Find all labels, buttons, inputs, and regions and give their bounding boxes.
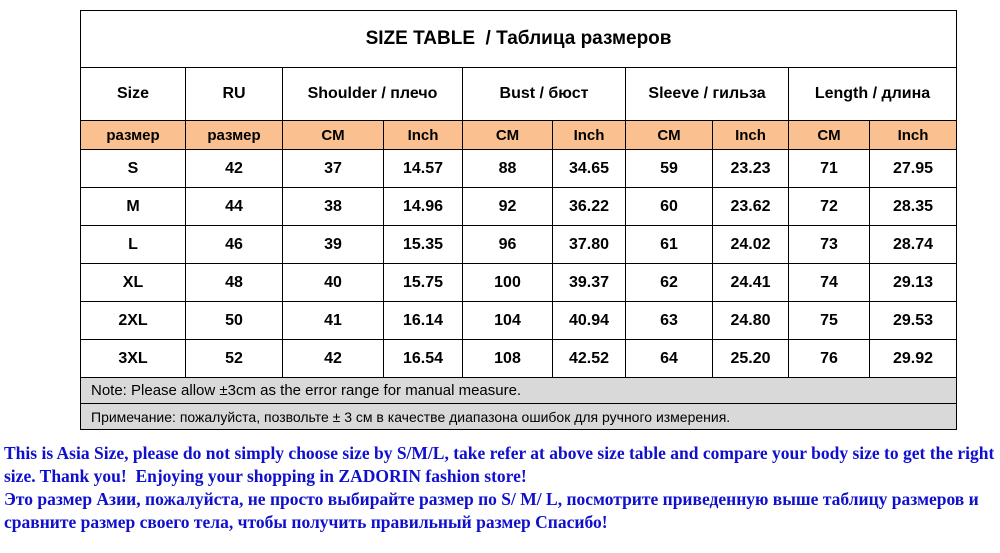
sleeve-cm-cell: 64 <box>625 339 713 378</box>
bust-inch-cell: 39.37 <box>552 263 626 302</box>
shoulder-cm-cell: 38 <box>282 187 384 226</box>
sleeve-inch-cell: 23.62 <box>712 187 789 226</box>
bust-cm-cell: 96 <box>462 225 553 264</box>
shoulder-inch-cell: 15.75 <box>383 263 463 302</box>
unit-cell-bust-cm: CM <box>462 120 553 150</box>
sleeve-cm-cell: 62 <box>625 263 713 302</box>
unit-cell-ru: размер <box>185 120 283 150</box>
unit-cell-size: размер <box>80 120 186 150</box>
length-inch-cell: 29.53 <box>868 301 958 340</box>
ru-cell: 52 <box>185 339 283 378</box>
title-row: SIZE TABLE / Таблица размеров <box>79 10 958 68</box>
bust-cm-cell: 88 <box>462 149 553 188</box>
footer-line-en: This is Asia Size, please do not simply … <box>4 443 999 486</box>
sleeve-inch-cell: 24.02 <box>712 225 789 264</box>
bust-cm-cell: 104 <box>462 301 553 340</box>
column-group-header-row: Size RU Shoulder / плечо Bust / бюст Sle… <box>80 67 958 121</box>
length-cm-cell: 76 <box>788 339 870 378</box>
table-row: S 42 37 14.57 88 34.65 59 23.23 71 27.95 <box>80 149 958 188</box>
bust-cm-cell: 108 <box>462 339 553 378</box>
unit-cell-length-cm: CM <box>788 120 870 150</box>
length-cm-cell: 73 <box>788 225 870 264</box>
bust-inch-cell: 40.94 <box>552 301 626 340</box>
table-row: XL 48 40 15.75 100 39.37 62 24.41 74 29.… <box>80 263 958 302</box>
table-row: 3XL 52 42 16.54 108 42.52 64 25.20 76 29… <box>80 339 958 378</box>
footer-line-ru: Это размер Азии, пожалуйста, не просто в… <box>4 489 984 532</box>
length-cm-cell: 74 <box>788 263 870 302</box>
size-table: SIZE TABLE / Таблица размеров Size RU Sh… <box>79 10 958 430</box>
bust-inch-cell: 34.65 <box>552 149 626 188</box>
length-cm-cell: 75 <box>788 301 870 340</box>
ru-cell: 42 <box>185 149 283 188</box>
unit-cell-shoulder-cm: CM <box>282 120 384 150</box>
col-header-size: Size <box>80 67 186 121</box>
bust-cm-cell: 92 <box>462 187 553 226</box>
shoulder-cm-cell: 42 <box>282 339 384 378</box>
shoulder-inch-cell: 14.96 <box>383 187 463 226</box>
shoulder-cm-cell: 39 <box>282 225 384 264</box>
ru-cell: 50 <box>185 301 283 340</box>
length-inch-cell: 28.35 <box>868 187 958 226</box>
length-cm-cell: 72 <box>788 187 870 226</box>
sleeve-inch-cell: 23.23 <box>712 149 789 188</box>
sleeve-cm-cell: 61 <box>625 225 713 264</box>
bust-inch-cell: 42.52 <box>552 339 626 378</box>
note-row-en: Note: Please allow ±3cm as the error ran… <box>79 377 958 404</box>
shoulder-cm-cell: 37 <box>282 149 384 188</box>
sleeve-inch-cell: 24.80 <box>712 301 789 340</box>
note-text-ru: Примечание: пожалуйста, позвольте ± 3 см… <box>79 403 958 430</box>
sleeve-cm-cell: 60 <box>625 187 713 226</box>
unit-cell-shoulder-inch: Inch <box>383 120 463 150</box>
shoulder-inch-cell: 15.35 <box>383 225 463 264</box>
unit-cell-sleeve-cm: CM <box>625 120 713 150</box>
table-row: L 46 39 15.35 96 37.80 61 24.02 73 28.74 <box>80 225 958 264</box>
col-header-length: Length / длина <box>787 67 958 121</box>
size-cell: 3XL <box>80 339 186 378</box>
length-cm-cell: 71 <box>788 149 870 188</box>
unit-header-row: размер размер CM Inch CM Inch CM Inch CM… <box>80 120 958 150</box>
size-cell: M <box>80 187 186 226</box>
sleeve-inch-cell: 25.20 <box>712 339 789 378</box>
size-cell: 2XL <box>80 301 186 340</box>
unit-cell-bust-inch: Inch <box>552 120 626 150</box>
note-text-en: Note: Please allow ±3cm as the error ran… <box>79 377 958 404</box>
size-cell: L <box>80 225 186 264</box>
sleeve-cm-cell: 63 <box>625 301 713 340</box>
table-title: SIZE TABLE / Таблица размеров <box>79 10 958 68</box>
bust-cm-cell: 100 <box>462 263 553 302</box>
col-header-sleeve: Sleeve / гильза <box>625 67 789 121</box>
unit-cell-sleeve-inch: Inch <box>712 120 789 150</box>
note-row-ru: Примечание: пожалуйста, позвольте ± 3 см… <box>79 403 958 430</box>
table-row: M 44 38 14.96 92 36.22 60 23.62 72 28.35 <box>80 187 958 226</box>
col-header-shoulder: Shoulder / плечо <box>282 67 463 121</box>
length-inch-cell: 27.95 <box>868 149 958 188</box>
sleeve-inch-cell: 24.41 <box>712 263 789 302</box>
length-inch-cell: 28.74 <box>868 225 958 264</box>
col-header-bust: Bust / бюст <box>462 67 626 121</box>
shoulder-cm-cell: 41 <box>282 301 384 340</box>
table-row: 2XL 50 41 16.14 104 40.94 63 24.80 75 29… <box>80 301 958 340</box>
size-cell: XL <box>80 263 186 302</box>
length-inch-cell: 29.92 <box>868 339 958 378</box>
footer-disclaimer: This is Asia Size, please do not simply … <box>4 442 996 534</box>
size-chart-page: SIZE TABLE / Таблица размеров Size RU Sh… <box>0 10 1000 534</box>
shoulder-cm-cell: 40 <box>282 263 384 302</box>
unit-cell-length-inch: Inch <box>868 120 958 150</box>
ru-cell: 48 <box>185 263 283 302</box>
shoulder-inch-cell: 16.54 <box>383 339 463 378</box>
size-cell: S <box>80 149 186 188</box>
sleeve-cm-cell: 59 <box>625 149 713 188</box>
ru-cell: 46 <box>185 225 283 264</box>
bust-inch-cell: 37.80 <box>552 225 626 264</box>
shoulder-inch-cell: 16.14 <box>383 301 463 340</box>
col-header-ru: RU <box>185 67 283 121</box>
bust-inch-cell: 36.22 <box>552 187 626 226</box>
shoulder-inch-cell: 14.57 <box>383 149 463 188</box>
length-inch-cell: 29.13 <box>868 263 958 302</box>
ru-cell: 44 <box>185 187 283 226</box>
